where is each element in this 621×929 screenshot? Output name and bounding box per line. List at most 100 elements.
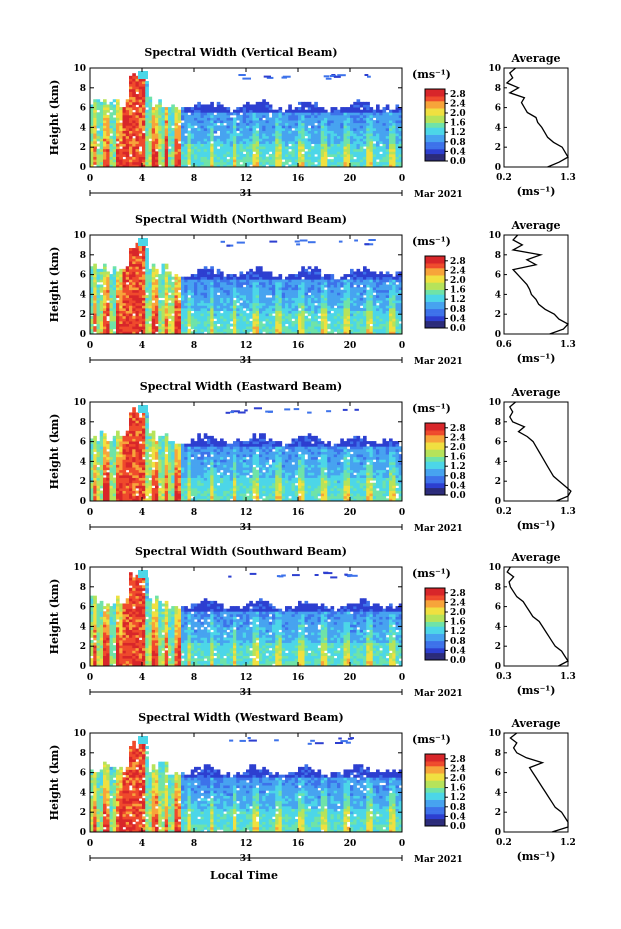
heatmap-cell	[340, 135, 344, 139]
heatmap-cell	[252, 161, 257, 165]
heatmap-cell	[158, 146, 162, 150]
heatmap-cell	[226, 326, 231, 330]
heatmap-cell	[242, 156, 247, 160]
heatmap-cell	[93, 493, 97, 497]
heatmap-cell	[298, 276, 302, 280]
heatmap-cell	[203, 276, 208, 280]
heatmap-cell	[132, 266, 136, 270]
heatmap-cell	[294, 117, 299, 121]
heatmap-cell	[327, 310, 331, 314]
heatmap-cell	[246, 114, 250, 118]
heatmap-cell	[317, 307, 322, 311]
heatmap-cell	[122, 140, 127, 144]
heatmap-cell	[168, 120, 172, 124]
heatmap-cell	[142, 323, 146, 327]
heatmap-cell	[210, 135, 214, 139]
heatmap-cell	[392, 305, 396, 309]
heatmap-cell	[301, 140, 305, 144]
heatmap-cell	[138, 125, 143, 129]
heatmap-cell	[161, 313, 166, 317]
heatmap-cell	[330, 153, 335, 157]
heatmap-cell	[129, 94, 133, 98]
heatmap-cell	[389, 300, 393, 304]
heatmap-cell	[294, 148, 299, 152]
heatmap-cell	[392, 151, 396, 155]
heatmap-cell	[275, 315, 279, 319]
heatmap-cell	[223, 287, 227, 291]
colorbar-step	[425, 103, 445, 107]
heatmap-cell	[304, 133, 309, 137]
heatmap-cell	[197, 120, 201, 124]
heatmap-cell	[320, 310, 325, 314]
heatmap-cell	[145, 326, 149, 330]
heatmap-cell	[200, 164, 205, 168]
heatmap-cell	[216, 305, 221, 309]
heatmap-cell	[161, 271, 166, 275]
heatmap-cell	[135, 318, 140, 322]
heatmap-cell	[379, 279, 383, 283]
heatmap-cell	[307, 151, 312, 155]
heatmap-cell	[369, 294, 374, 298]
heatmap-cell	[330, 125, 335, 129]
heatmap-cell	[249, 146, 253, 150]
heatmap-cell	[337, 294, 341, 298]
heatmap-cell	[187, 140, 192, 144]
heatmap-cell	[311, 305, 315, 309]
heatmap-cell	[246, 127, 250, 131]
heatmap-cell	[398, 120, 403, 124]
heatmap-cell	[96, 477, 101, 481]
heatmap-cell	[226, 159, 231, 163]
heatmap-cell	[168, 133, 172, 137]
heatmap-cell	[155, 289, 159, 293]
heatmap-cell	[281, 310, 286, 314]
heatmap-cell	[369, 328, 374, 332]
heatmap-cell	[148, 130, 153, 134]
heatmap-cell	[356, 133, 361, 137]
heatmap-cell	[164, 307, 169, 311]
heatmap-cell	[145, 91, 149, 95]
heatmap-cell	[164, 146, 169, 150]
heatmap-cell	[151, 289, 156, 293]
heatmap-cell	[181, 140, 185, 144]
heatmap-cell	[255, 125, 260, 129]
heatmap-cell	[239, 284, 244, 288]
heatmap-cell	[320, 328, 325, 332]
heatmap-cell	[398, 307, 403, 311]
heatmap-cell	[353, 135, 357, 139]
heatmap-cell	[223, 161, 227, 165]
heatmap-cell	[171, 122, 175, 126]
heatmap-cell	[119, 135, 123, 139]
heatmap-cell	[343, 133, 348, 137]
heatmap-cell	[392, 159, 396, 163]
heatmap-cell	[187, 305, 192, 309]
heatmap-cell	[164, 114, 169, 118]
heatmap-cell	[320, 130, 325, 134]
heatmap-cell	[223, 292, 227, 296]
day-label: 31	[240, 189, 253, 199]
heatmap-cell	[135, 112, 140, 116]
heatmap-cell	[268, 274, 273, 278]
heatmap-cell	[346, 127, 351, 131]
heatmap-cell	[246, 135, 250, 139]
heatmap-cell	[278, 313, 283, 317]
heatmap-cell	[187, 161, 192, 165]
heatmap-cell	[99, 161, 104, 165]
heatmap-cell	[151, 148, 156, 152]
heatmap-cell	[164, 274, 169, 278]
heatmap-cell	[197, 326, 201, 330]
heatmap-cell	[142, 120, 146, 124]
heatmap-cell	[138, 281, 143, 285]
heatmap-cell	[171, 135, 175, 139]
colorbar-step	[425, 98, 445, 102]
heatmap-cell	[223, 300, 227, 304]
heatmap-cell	[220, 292, 224, 296]
heatmap-cell	[346, 297, 351, 301]
heatmap-cell	[252, 292, 257, 296]
heatmap-cell	[125, 289, 130, 293]
heatmap-cell	[259, 122, 263, 126]
heatmap-cell	[233, 289, 237, 293]
heatmap-cell	[246, 289, 250, 293]
heatmap-cell	[330, 146, 335, 150]
heatmap-cell	[294, 122, 299, 126]
heatmap-cell	[190, 315, 195, 319]
